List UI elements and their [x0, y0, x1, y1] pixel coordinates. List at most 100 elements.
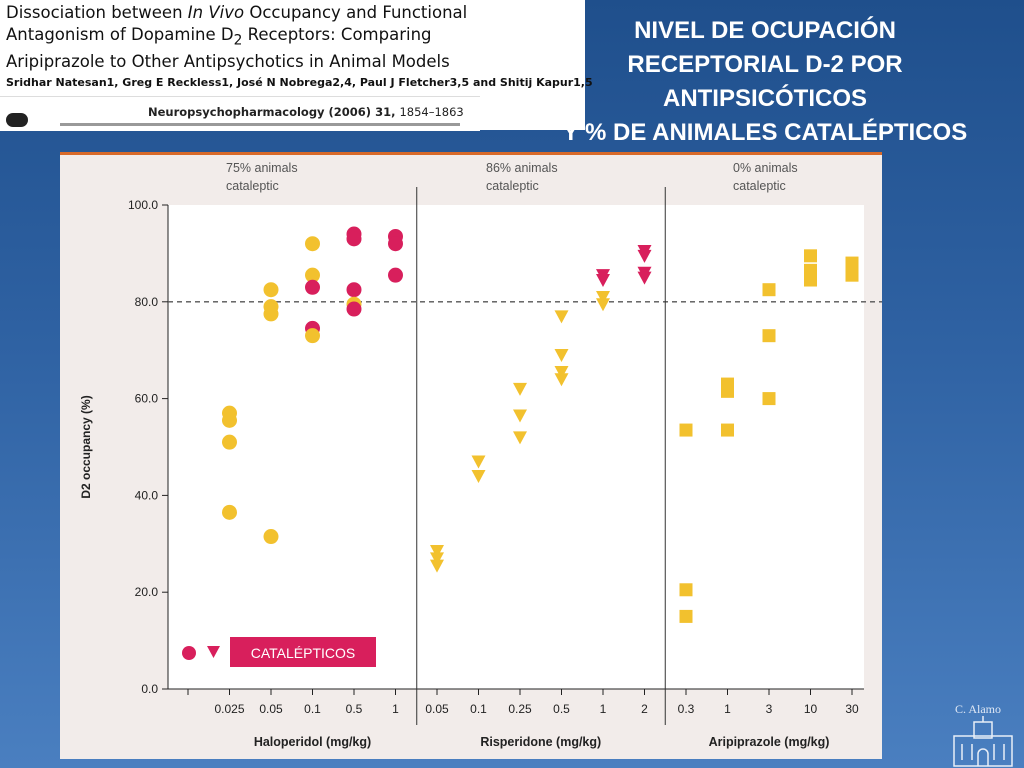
- slide-title-line: Y % DE ANIMALES CATALÉPTICOS: [562, 119, 968, 146]
- data-point: [222, 412, 237, 428]
- legend-label: CATALÉPTICOS: [251, 645, 356, 661]
- paper-title-part: Occupancy and Functional Antagonism of D…: [6, 3, 468, 44]
- x-tick-label: 0.05: [425, 702, 449, 716]
- y-tick-label: 80.0: [135, 295, 159, 309]
- data-point: [471, 470, 486, 484]
- data-point-cataleptic: [346, 282, 362, 298]
- data-point: [721, 423, 734, 437]
- credit-text: C. Alamo: [955, 702, 1002, 716]
- data-point: [305, 236, 320, 252]
- journal-band: Neuropsychopharmacology (2006) 31, 1854–…: [0, 96, 480, 131]
- y-tick-label: 100.0: [128, 198, 158, 212]
- y-tick-label: 0.0: [141, 682, 158, 696]
- y-tick-label: 20.0: [135, 585, 159, 599]
- plot-area: [168, 205, 864, 689]
- x-tick-label: 1: [392, 702, 399, 716]
- x-tick-label: 0.3: [678, 702, 695, 716]
- data-point: [679, 423, 693, 437]
- data-point-cataleptic: [346, 231, 362, 247]
- chart-panel: 0.0 20.0 40.0 60.0 80.0 100.0 D2 occupancy (%)…: [60, 152, 882, 759]
- data-point-cataleptic: [388, 236, 403, 252]
- data-point: [596, 290, 610, 304]
- journal-logo-icon: [6, 113, 28, 127]
- data-point: [762, 283, 776, 297]
- paper-header: Dissociation between In Vivo Occupancy a…: [0, 0, 593, 131]
- x-group-label: Haloperidol (mg/kg): [254, 735, 371, 749]
- data-point-cataleptic: [596, 274, 610, 288]
- slide-title-line: ANTIPSICÓTICOS: [662, 85, 867, 112]
- paper-title-part: Dissociation between: [6, 3, 188, 22]
- data-point: [222, 504, 237, 520]
- legend-circle-icon: [182, 646, 196, 660]
- x-tick-label: 1: [724, 702, 731, 716]
- group-annotation: cataleptic: [226, 179, 279, 193]
- data-point: [263, 306, 279, 322]
- data-point: [263, 282, 279, 298]
- y-tick-label: 40.0: [135, 488, 159, 502]
- group-annotation: cataleptic: [486, 179, 539, 193]
- data-point-cataleptic: [637, 249, 652, 263]
- legend-triangle-icon: [207, 646, 220, 658]
- data-point: [845, 268, 859, 282]
- slide-title: NIVEL DE OCUPACIÓN RECEPTORIAL D-2 POR A…: [510, 14, 1020, 150]
- legend-box: [230, 637, 376, 667]
- x-tick-label: 0.05: [259, 702, 283, 716]
- paper-title-part: Receptors: Comparing Aripiprazole to Oth…: [6, 25, 450, 72]
- data-point: [554, 310, 569, 324]
- data-point: [804, 273, 817, 287]
- data-point: [804, 249, 817, 263]
- data-point-cataleptic: [346, 301, 362, 317]
- x-tick-label: 0.5: [346, 702, 363, 716]
- group-annotation: 0% animals: [733, 161, 798, 175]
- x-tick-label: 0.1: [470, 702, 487, 716]
- data-point: [762, 329, 776, 343]
- x-tick-label: 0.25: [508, 702, 532, 716]
- data-point: [679, 583, 693, 597]
- data-point: [430, 545, 444, 559]
- data-point: [679, 609, 693, 623]
- data-point-cataleptic: [305, 279, 320, 295]
- paper-title-subscript: 2: [233, 32, 243, 49]
- data-point: [554, 373, 569, 387]
- paper-authors: Sridhar Natesan1, Greg E Reckless1, José…: [6, 76, 593, 89]
- x-tick-label: 0.1: [304, 702, 321, 716]
- x-tick-label: 1: [600, 702, 607, 716]
- data-point: [263, 529, 279, 545]
- x-tick-label: 3: [766, 702, 773, 716]
- group-annotation: cataleptic: [733, 179, 786, 193]
- data-point: [513, 382, 527, 396]
- data-point: [845, 256, 859, 270]
- slide-title-line: RECEPTORIAL D-2 POR: [627, 51, 903, 78]
- x-tick-label: 0.025: [214, 702, 244, 716]
- data-point: [430, 552, 444, 566]
- x-tick-label: 0.5: [553, 702, 570, 716]
- data-point-cataleptic: [388, 267, 403, 283]
- y-axis-label: D2 occupancy (%): [79, 395, 93, 498]
- data-point: [513, 409, 527, 423]
- x-group-label: Risperidone (mg/kg): [480, 735, 601, 749]
- data-point: [554, 349, 569, 363]
- slide-title-line: NIVEL DE OCUPACIÓN: [634, 17, 896, 44]
- x-group-label: Aripiprazole (mg/kg): [709, 735, 830, 749]
- journal-citation: Neuropsychopharmacology (2006) 31, 1854–…: [148, 105, 464, 119]
- data-point-cataleptic: [637, 271, 652, 285]
- paper-title-italic: In Vivo: [187, 3, 245, 22]
- data-point: [471, 455, 486, 469]
- journal-pages: 1854–1863: [399, 105, 464, 119]
- y-tick-label: 60.0: [135, 392, 159, 406]
- building-icon: [953, 716, 1013, 767]
- group-annotation: 86% animals: [486, 161, 558, 175]
- data-point: [305, 267, 320, 283]
- x-tick-label: 30: [845, 702, 859, 716]
- data-point: [762, 392, 776, 406]
- paper-title: Dissociation between In Vivo Occupancy a…: [6, 2, 476, 73]
- data-point: [721, 384, 734, 398]
- journal-fine-print: [60, 123, 460, 126]
- journal-name: Neuropsychopharmacology (2006) 31,: [148, 105, 396, 119]
- x-tick-label: 10: [804, 702, 818, 716]
- data-point: [305, 328, 320, 344]
- data-point: [430, 559, 444, 573]
- data-point: [222, 434, 237, 450]
- x-tick-label: 2: [641, 702, 648, 716]
- data-point: [513, 431, 527, 445]
